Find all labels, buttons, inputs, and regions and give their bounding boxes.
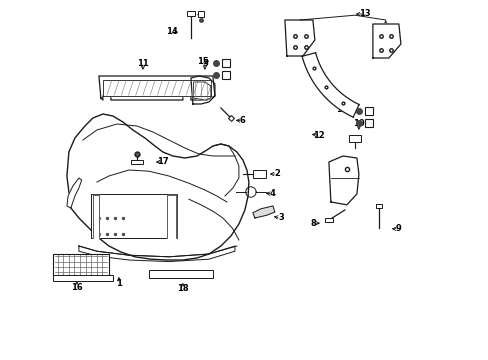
Text: 12: 12: [312, 131, 324, 140]
FancyBboxPatch shape: [324, 217, 332, 222]
Polygon shape: [102, 80, 210, 96]
Polygon shape: [302, 53, 358, 117]
Text: 3: 3: [278, 213, 283, 222]
Text: 10: 10: [352, 120, 364, 129]
Text: 1: 1: [116, 279, 122, 288]
Text: 14: 14: [166, 27, 178, 36]
Text: 16: 16: [71, 283, 82, 292]
Polygon shape: [252, 206, 274, 218]
Polygon shape: [285, 20, 314, 56]
Text: 18: 18: [177, 284, 188, 293]
Polygon shape: [192, 82, 210, 100]
FancyBboxPatch shape: [375, 204, 381, 208]
Polygon shape: [328, 156, 358, 205]
Bar: [148, 270, 212, 278]
Polygon shape: [166, 195, 176, 238]
Text: 15: 15: [197, 57, 208, 66]
Text: 15: 15: [335, 105, 347, 114]
Polygon shape: [67, 114, 248, 260]
FancyBboxPatch shape: [131, 159, 142, 165]
FancyBboxPatch shape: [252, 170, 265, 178]
FancyBboxPatch shape: [348, 135, 360, 142]
Text: 4: 4: [269, 189, 275, 198]
Text: 17: 17: [157, 158, 168, 166]
Polygon shape: [190, 76, 214, 104]
Polygon shape: [99, 76, 214, 100]
Bar: [53, 275, 113, 281]
Text: 2: 2: [274, 170, 280, 179]
Text: 8: 8: [310, 219, 316, 228]
Text: 9: 9: [395, 224, 401, 233]
Bar: [53, 254, 109, 276]
Text: 6: 6: [240, 116, 245, 125]
Polygon shape: [67, 178, 81, 208]
Text: 5: 5: [202, 59, 207, 68]
Polygon shape: [372, 24, 400, 58]
FancyBboxPatch shape: [186, 11, 195, 16]
Text: 11: 11: [137, 59, 148, 68]
Text: 7: 7: [347, 174, 353, 183]
Bar: [91, 194, 177, 238]
Polygon shape: [93, 195, 99, 238]
Text: 13: 13: [358, 9, 370, 18]
